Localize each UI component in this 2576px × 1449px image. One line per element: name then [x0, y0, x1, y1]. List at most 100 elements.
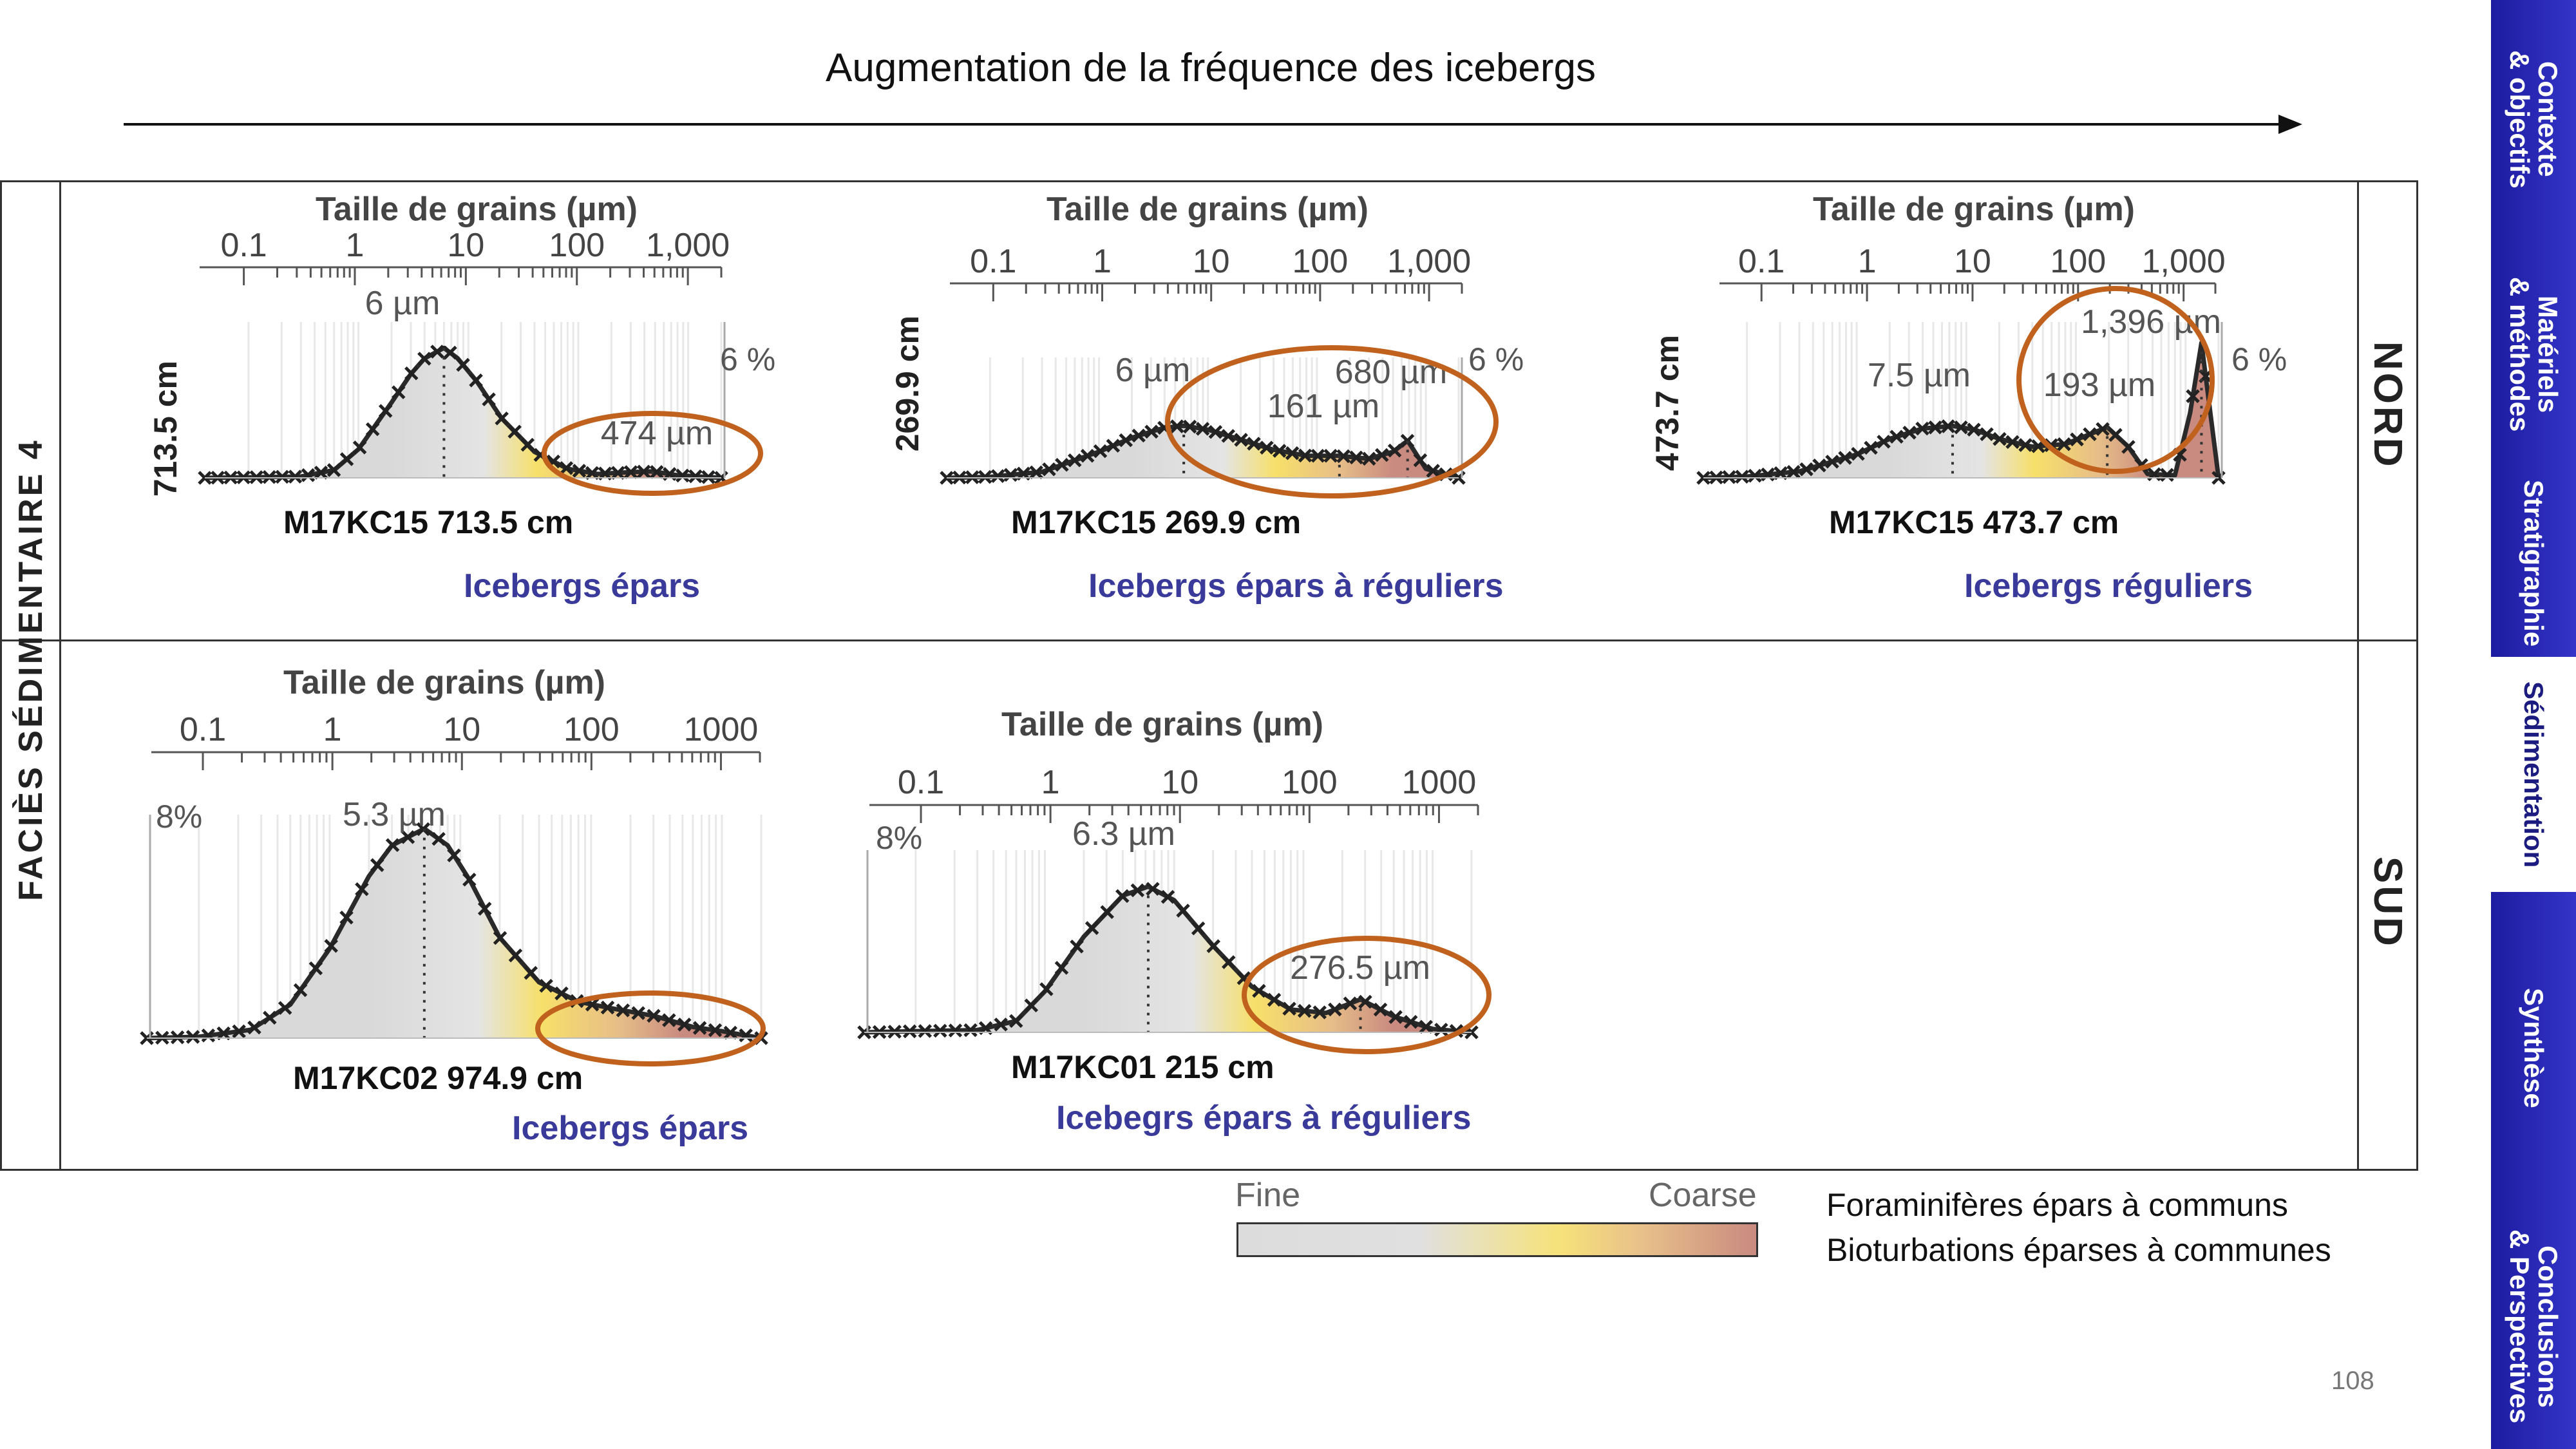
nav-tab-conclusions[interactable]: Conclusions & Perspectives [2491, 1204, 2576, 1449]
nav-tab-synthese[interactable]: Synthèse [2491, 892, 2576, 1204]
x-tick-label: 1 [346, 227, 365, 264]
data-point [1146, 882, 1160, 896]
data-point [1221, 429, 1236, 443]
data-point [1349, 450, 1363, 465]
nav-tab-label: Conclusions & Perspectives [2505, 1229, 2564, 1424]
nav-tab-label: Stratigraphie [2519, 480, 2550, 647]
depth-label: 473.7 cm [1649, 335, 1685, 471]
data-point [902, 1024, 917, 1039]
data-point [1067, 453, 1082, 468]
data-point [616, 1003, 630, 1018]
data-point [2121, 440, 2136, 454]
data-point [636, 464, 651, 479]
data-point [1786, 465, 1801, 479]
chart-svg: 0.1 1 10 100 1000 8% 6.3 µm 276.5 µm [857, 764, 1492, 1054]
data-point [2057, 437, 2071, 451]
data-point [1282, 1001, 1296, 1016]
data-point [2108, 428, 2123, 442]
data-point [2005, 435, 2020, 450]
data-point [1080, 449, 1095, 463]
nav-tab-sedimentation[interactable]: Sédimentation [2491, 657, 2576, 892]
data-point [1093, 444, 1108, 459]
data-point [447, 848, 461, 862]
data-point [1838, 451, 1852, 465]
data-point [324, 939, 338, 953]
x-tick-label: 0.1 [970, 243, 1016, 280]
data-point [232, 1024, 246, 1039]
data-point [649, 465, 664, 479]
data-point [1267, 992, 1282, 1007]
data-point [1029, 465, 1043, 480]
x-tick-label: 100 [2050, 243, 2106, 280]
data-point [1748, 468, 1762, 483]
slide-title: Augmentation de la fréquence des iceberg… [825, 46, 1596, 90]
x-tick-label: 1 [1093, 243, 1112, 280]
data-point [2018, 438, 2032, 452]
data-point [887, 1025, 902, 1039]
data-point [1119, 433, 1133, 448]
data-point [631, 1006, 645, 1020]
data-point [990, 469, 1005, 484]
nav-tab-materiels[interactable]: Matériels & méthodes [2491, 238, 2576, 470]
nav-tab-contexte[interactable]: Contexte & objectifs [2491, 0, 2576, 238]
data-point [385, 838, 400, 853]
x-tick-label: 0.1 [898, 764, 944, 801]
data-point [1722, 470, 1736, 484]
x-tick-label: 0.1 [1738, 243, 1785, 280]
x-tick-label: 100 [564, 711, 620, 748]
data-point [1774, 466, 1788, 480]
data-point [1195, 422, 1210, 436]
data-point [1387, 443, 1402, 458]
data-point [462, 873, 477, 887]
data-point [482, 392, 496, 406]
peak-label: 6.3 µm [1072, 815, 1175, 853]
iceberg-caption: Icebergs épars à réguliers [1088, 567, 1504, 605]
data-point [1941, 419, 1955, 433]
data-point [585, 466, 600, 480]
x-tick-label: 10 [447, 227, 484, 264]
data-point [1851, 446, 1865, 461]
y-max-label: 8% [876, 820, 922, 856]
nav-tab-label: Matériels & méthodes [2505, 276, 2564, 432]
data-point [1247, 437, 1261, 451]
data-point [1889, 430, 1904, 444]
region-south-label: SUD [2365, 857, 2410, 949]
data-point [355, 882, 369, 896]
data-point [520, 437, 535, 452]
data-point [1413, 453, 1428, 468]
page-number: 108 [2331, 1367, 2374, 1395]
data-point [508, 948, 523, 963]
axis-title: Taille de grains (µm) [283, 664, 605, 701]
sample-label: M17KC15 269.9 cm [1011, 504, 1302, 540]
axis-title: Taille de grains (µm) [1813, 191, 2135, 228]
legend-note-foraminiferes: Foraminifères épars à communs [1826, 1187, 2288, 1223]
data-point [1735, 469, 1749, 484]
x-tick-label: 10 [1954, 243, 1991, 280]
x-tick-label: 100 [1282, 764, 1338, 801]
peak-label: 6 µm [1115, 352, 1191, 389]
data-point [1084, 921, 1099, 935]
data-point [1009, 1014, 1023, 1028]
x-tick-label: 100 [549, 227, 605, 264]
data-point [404, 366, 419, 381]
data-point [339, 452, 354, 466]
data-point [2186, 389, 2200, 403]
data-point [623, 465, 638, 479]
data-point [739, 1028, 753, 1043]
nav-tab-stratigraphie[interactable]: Stratigraphie [2491, 470, 2576, 657]
data-point [1403, 1015, 1418, 1029]
data-point [469, 373, 483, 388]
data-point [1928, 420, 1942, 435]
facies-frame [0, 180, 2418, 1171]
data-point [692, 1021, 707, 1035]
iceberg-caption: Icebergs épars [512, 1110, 749, 1147]
data-point [263, 1010, 277, 1025]
distribution-area [864, 886, 1472, 1032]
data-point [275, 469, 290, 484]
data-point [1362, 451, 1376, 466]
y-max-label: 6 % [1468, 341, 1524, 377]
peak-label: 5.3 µm [343, 796, 446, 833]
data-point [1799, 462, 1814, 477]
